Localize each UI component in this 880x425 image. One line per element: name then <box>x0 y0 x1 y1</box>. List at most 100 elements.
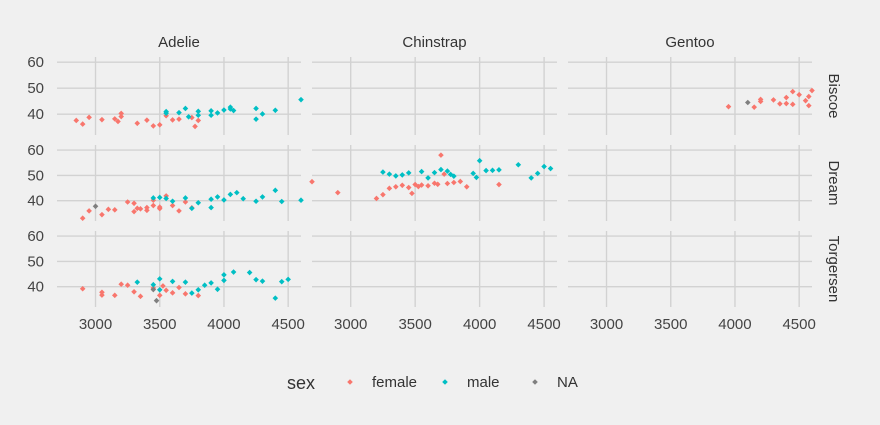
data-point-female <box>156 205 163 212</box>
x-tick-label: 4500 <box>271 316 304 333</box>
data-point-female <box>192 123 198 130</box>
data-point-female <box>796 91 802 98</box>
data-point-female <box>195 117 202 124</box>
data-point-male <box>150 281 157 288</box>
data-point-male <box>156 286 163 293</box>
data-point-male <box>386 171 393 177</box>
data-point-female <box>431 180 438 187</box>
data-point-male <box>169 278 176 285</box>
data-point-male <box>253 105 259 112</box>
data-point-male <box>393 173 399 179</box>
data-point-male <box>221 197 227 203</box>
data-point-male <box>156 276 163 282</box>
data-point-female <box>373 195 380 202</box>
data-point-male <box>134 279 141 285</box>
x-tick-label: 4000 <box>463 316 496 333</box>
data-point-female <box>115 118 121 125</box>
y-tick-label: 40 <box>27 106 44 123</box>
data-point-male <box>473 174 480 181</box>
data-point-male <box>246 269 253 276</box>
data-point-male <box>528 175 535 181</box>
data-point-male <box>253 116 259 122</box>
data-point-female <box>124 199 131 205</box>
data-point-male <box>208 112 214 119</box>
data-point-male <box>298 197 304 204</box>
data-point-male <box>182 105 189 112</box>
data-point-male <box>163 108 169 115</box>
data-point-male <box>156 194 163 201</box>
data-point-male <box>444 168 451 174</box>
data-point-female <box>134 205 141 212</box>
data-point-male <box>272 107 279 114</box>
x-tick-label: 3500 <box>143 316 176 333</box>
data-point-male <box>259 278 266 284</box>
data-point-female <box>79 215 86 222</box>
data-point-male <box>189 205 195 212</box>
data-point-male <box>476 157 483 164</box>
data-point-male <box>285 276 291 283</box>
data-point-female <box>160 283 166 289</box>
data-point-na <box>92 203 99 210</box>
data-point-female <box>163 287 169 294</box>
facet-row-label: Biscoe <box>825 73 842 118</box>
data-point-female <box>134 120 141 127</box>
data-point-female <box>99 211 105 218</box>
data-point-male <box>470 170 476 177</box>
data-point-male <box>208 204 214 211</box>
facet-row-label: Torgersen <box>825 236 842 303</box>
data-point-male <box>195 108 202 115</box>
data-point-male <box>230 269 237 275</box>
data-point-female <box>463 184 470 190</box>
data-point-female <box>418 182 425 188</box>
data-point-female <box>789 101 796 108</box>
data-point-male <box>227 191 234 198</box>
legend-label: NA <box>557 374 578 391</box>
data-point-female <box>105 206 112 213</box>
data-point-female <box>802 97 809 104</box>
data-point-female <box>169 290 176 296</box>
data-point-female <box>79 285 86 292</box>
legend-label: female <box>372 374 417 391</box>
data-point-female <box>118 110 125 117</box>
data-point-male <box>214 110 221 116</box>
data-point-male <box>214 286 221 293</box>
data-point-male <box>182 279 189 285</box>
panel-chinstrap-torgersen <box>312 231 557 307</box>
data-point-female <box>425 182 431 189</box>
data-point-female <box>131 208 137 215</box>
panel-adelie-torgersen <box>57 231 301 307</box>
panel-gentoo-dream <box>568 145 812 221</box>
data-point-male <box>230 107 237 114</box>
data-point-female <box>176 116 182 122</box>
data-point-female <box>444 180 451 187</box>
data-point-female <box>79 121 86 127</box>
data-point-female <box>99 289 105 296</box>
data-point-male <box>483 167 489 174</box>
y-tick-label: 50 <box>27 253 44 270</box>
data-point-male <box>489 167 496 174</box>
facet-column-label: Gentoo <box>665 34 714 51</box>
data-point-male <box>418 168 425 175</box>
data-point-female <box>789 88 796 95</box>
data-point-male <box>185 114 192 120</box>
data-point-female <box>751 104 758 110</box>
data-point-male <box>399 172 406 178</box>
strips-layer: Adelie Chinstrap Gentoo Biscoe Dream Torgerse… <box>158 34 842 302</box>
legend-entry-male: male <box>442 374 500 391</box>
data-point-male <box>176 109 182 116</box>
data-point-female <box>131 289 137 295</box>
x-tick-label: 4500 <box>782 316 815 333</box>
data-point-male <box>208 108 214 114</box>
facet-row-label: Dream <box>825 160 842 205</box>
data-point-female <box>309 178 315 185</box>
data-point-male <box>208 196 214 203</box>
legend-key <box>442 379 448 385</box>
data-point-female <box>725 103 732 110</box>
data-point-female <box>496 181 502 188</box>
data-point-female <box>156 122 163 128</box>
data-point-female <box>182 199 189 205</box>
data-point-female <box>451 179 457 186</box>
data-point-male <box>272 187 279 194</box>
points-layer <box>73 87 815 304</box>
data-point-male <box>278 198 285 205</box>
